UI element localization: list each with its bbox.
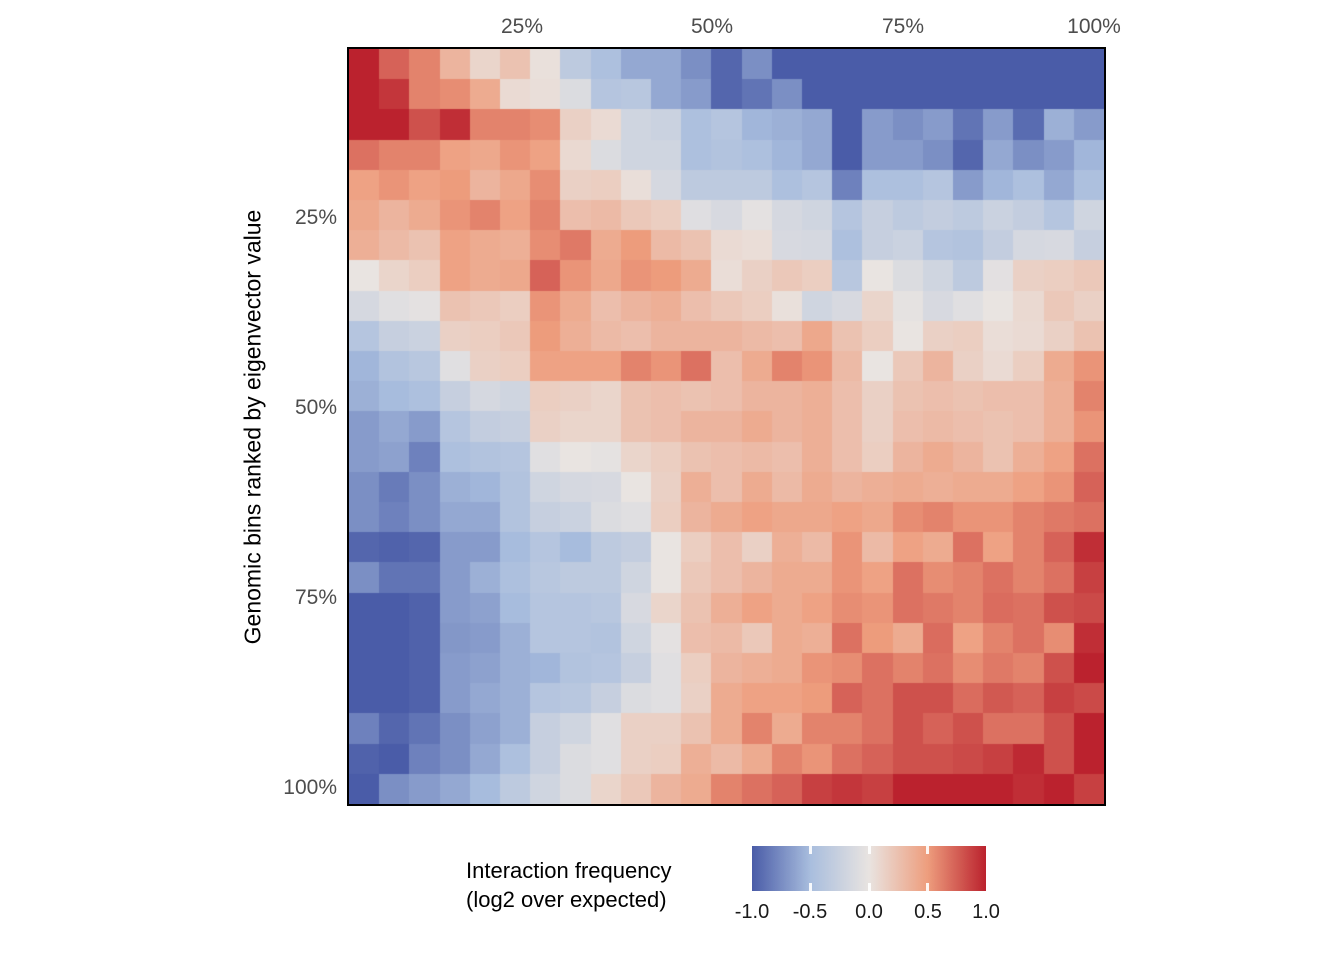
colorbar-title: Interaction frequency (log2 over expecte…	[466, 856, 671, 914]
x-tick-label-100: 100%	[1067, 15, 1121, 38]
colorbar-tick-mark	[809, 883, 812, 891]
y-axis-title: Genomic bins ranked by eigenvector value	[239, 209, 266, 645]
colorbar-label-pos05: 0.5	[914, 901, 942, 923]
colorbar-label-pos1: 1.0	[972, 901, 1000, 923]
x-tick-label-50: 50%	[690, 15, 734, 38]
colorbar-tick-mark	[926, 846, 929, 854]
colorbar-tick-mark	[926, 883, 929, 891]
colorbar-tick-mark	[809, 846, 812, 854]
colorbar-title-line2: (log2 over expected)	[466, 887, 667, 912]
x-tick-label-75: 75%	[881, 15, 925, 38]
colorbar-label-zero: 0.0	[855, 901, 883, 923]
colorbar-label-neg1: -1.0	[734, 901, 770, 923]
y-tick-label-75: 75%	[294, 586, 337, 609]
colorbar-tick-mark	[868, 883, 871, 891]
y-tick-label-50: 50%	[294, 396, 337, 419]
heatmap-canvas	[349, 49, 1104, 804]
y-tick-label-25: 25%	[294, 206, 337, 229]
heatmap-panel	[347, 47, 1106, 806]
x-tick-label-25: 25%	[500, 15, 544, 38]
colorbar-label-neg05: -0.5	[792, 901, 828, 923]
colorbar-title-line1: Interaction frequency	[466, 858, 672, 883]
colorbar-tick-mark	[868, 846, 871, 854]
y-tick-label-100: 100%	[283, 776, 337, 799]
colorbar	[752, 846, 986, 891]
